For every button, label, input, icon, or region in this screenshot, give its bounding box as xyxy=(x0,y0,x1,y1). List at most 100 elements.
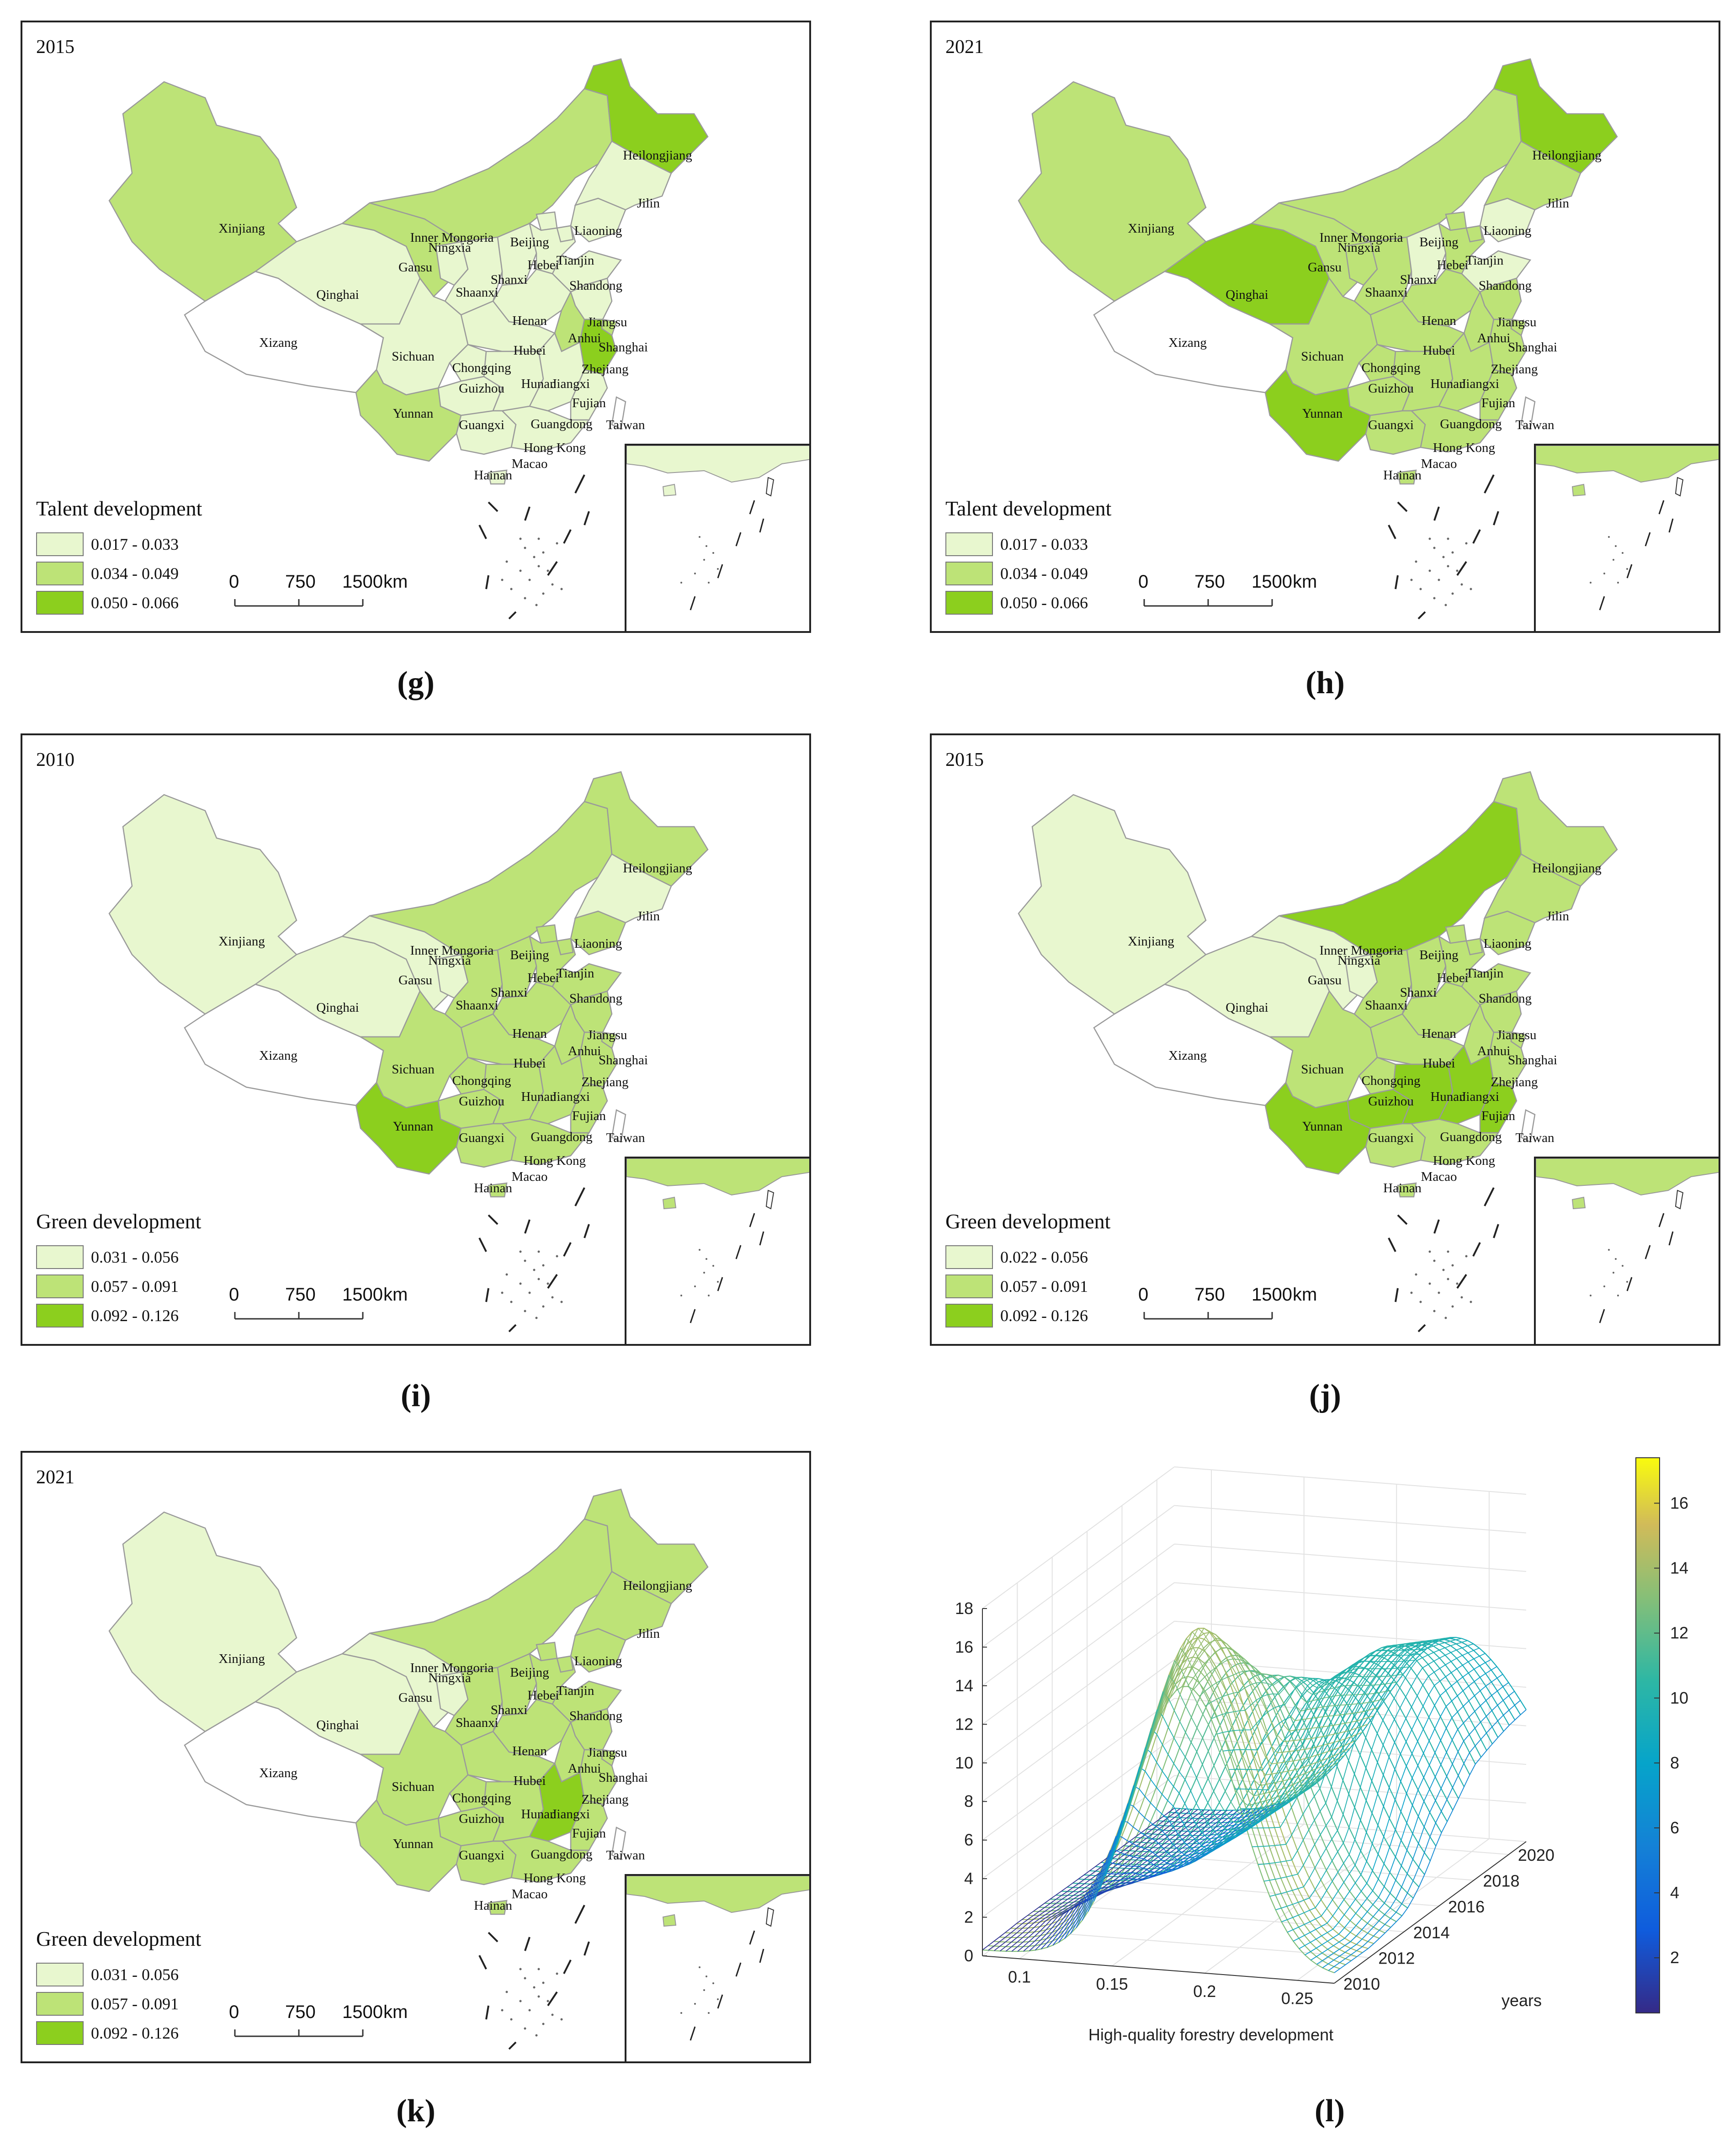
surface-plot-svg: 0 2 4 6 8 10 12 14 16 18 0.1 0.15 0.2 0.25 2010 2012 201… xyxy=(955,1457,1688,2044)
surface-column-line xyxy=(1187,1647,1380,1721)
place-label-inner-mongoria: Inner Mongoria xyxy=(410,230,494,245)
province-taiwan xyxy=(611,1109,626,1143)
island-dot xyxy=(1447,565,1449,568)
place-label-guangxi: Guangxi xyxy=(459,1848,504,1863)
legend-item: 0.034 - 0.049 xyxy=(945,559,1111,588)
place-label-beijing: Beijing xyxy=(510,948,549,962)
island-dot xyxy=(519,1250,522,1253)
place-label-taiwan: Taiwan xyxy=(1516,418,1555,432)
island-dot xyxy=(519,2000,522,2002)
island-dot xyxy=(551,583,554,586)
place-label-gansu: Gansu xyxy=(398,1690,432,1705)
island-dot xyxy=(535,1317,538,1319)
place-label-taiwan: Taiwan xyxy=(606,1848,645,1863)
place-label-inner-mongoria: Inner Mongoria xyxy=(410,943,494,958)
south-china-sea-inset xyxy=(1534,1157,1719,1344)
surface-column-line xyxy=(1322,1691,1515,1968)
province-guangdong xyxy=(501,1836,590,1883)
sea-boundary-dash xyxy=(1388,1237,1396,1252)
legend-title: Talent development xyxy=(945,497,1112,520)
place-label-guangdong: Guangdong xyxy=(531,1130,592,1144)
inset-taiwan xyxy=(1675,477,1684,497)
surface-column-line xyxy=(1223,1660,1415,1752)
island-dot xyxy=(510,2018,513,2021)
island-dot xyxy=(528,2009,531,2012)
place-label-liaoning: Liaoning xyxy=(574,936,622,951)
legend-item: 0.057 - 0.091 xyxy=(36,1272,201,1301)
island-dot xyxy=(501,579,504,581)
scale-tick-label: 1500 xyxy=(342,572,383,592)
province-xinjiang xyxy=(108,794,297,1015)
legend-item: 0.050 - 0.066 xyxy=(36,588,202,617)
place-label-shandong: Shandong xyxy=(569,278,622,293)
island-dot xyxy=(528,1291,531,1294)
surface-column-line xyxy=(1169,1627,1363,1753)
place-label-jiangxi: Jiangxi xyxy=(1461,1089,1499,1104)
surface-column-line xyxy=(1311,1674,1503,1961)
place-label-yunnan: Yunnan xyxy=(393,1837,434,1851)
surface-column-line xyxy=(1140,1660,1333,1806)
island-dot xyxy=(551,1296,554,1299)
place-label-xinjiang: Xinjiang xyxy=(1128,221,1174,236)
scale-tick-label: 750 xyxy=(1194,572,1225,592)
legend-label: 0.022 - 0.056 xyxy=(1000,1248,1088,1266)
sea-boundary-dash xyxy=(1472,1242,1481,1257)
island-dot xyxy=(1419,1301,1422,1303)
legend-item: 0.057 - 0.091 xyxy=(945,1272,1110,1301)
caption-g: (g) xyxy=(397,665,435,701)
place-label-liaoning: Liaoning xyxy=(1484,223,1532,238)
place-label-qinghai: Qinghai xyxy=(316,287,359,302)
china-map: Xinjiang Xizang Qinghai Gansu Inner Mongoria… xyxy=(108,771,709,1333)
place-label-shaanxi: Shaanxi xyxy=(1365,998,1407,1013)
province-heilongjiang xyxy=(1493,771,1618,887)
place-label-zhejiang: Zhejiang xyxy=(581,362,628,377)
province-taiwan xyxy=(611,396,626,430)
surface-column-line xyxy=(1146,1647,1339,1796)
place-label-henan: Henan xyxy=(512,1744,547,1758)
surface-column-line xyxy=(1035,1810,1228,1951)
place-label-hebei: Hebei xyxy=(527,1688,559,1703)
sea-boundary-dash xyxy=(563,529,572,544)
place-label-liaoning: Liaoning xyxy=(574,223,622,238)
place-label-shandong: Shandong xyxy=(1479,278,1532,293)
surface-column-line xyxy=(1011,1809,1204,1952)
place-label-shanxi: Shanxi xyxy=(491,272,528,287)
island-dot xyxy=(1447,1278,1449,1280)
province-heilongjiang xyxy=(1493,58,1618,174)
surface-column-line xyxy=(1175,1631,1368,1742)
colorbar xyxy=(1635,1457,1660,2013)
place-label-guizhou: Guizhou xyxy=(1368,381,1414,396)
legend-label: 0.092 - 0.126 xyxy=(1000,1306,1088,1325)
place-label-shanghai: Shanghai xyxy=(1508,340,1557,355)
island-dot xyxy=(524,1977,526,1980)
surface-column-line xyxy=(1281,1643,1474,1922)
island-dot xyxy=(1460,583,1463,586)
place-label-jiangsu: Jiangsu xyxy=(588,1028,627,1042)
surface-row-line xyxy=(1129,1644,1482,1845)
island-dot xyxy=(1470,588,1472,590)
place-label-jilin: Jilin xyxy=(1546,909,1569,924)
place-label-guangxi: Guangxi xyxy=(1368,1131,1414,1145)
place-label-inner-mongoria: Inner Mongoria xyxy=(1320,943,1403,958)
province-beijing xyxy=(1445,924,1467,944)
place-label-beijing: Beijing xyxy=(510,235,549,250)
legend-label: 0.034 - 0.049 xyxy=(91,564,179,583)
inset-taiwan xyxy=(765,477,775,497)
scale-bar: 0 750 1500 km xyxy=(1138,572,1317,613)
legend-item: 0.092 - 0.126 xyxy=(945,1301,1110,1330)
surface-row-line xyxy=(1106,1660,1459,1861)
place-label-hunan: Hunan xyxy=(521,377,557,391)
island-dot xyxy=(1415,560,1417,563)
surface-column-line xyxy=(1334,1709,1527,1973)
legend-label: 0.017 - 0.033 xyxy=(1000,535,1088,553)
sea-boundary-dash xyxy=(485,2005,489,2020)
scale-bar: 0 750 1500 km xyxy=(1138,1285,1317,1326)
sea-boundary-dash xyxy=(478,1955,487,1970)
map-panel-j: Xinjiang Xizang Qinghai Gansu Inner Mongoria… xyxy=(930,733,1720,1346)
china-map: Xinjiang Xizang Qinghai Gansu Inner Mongoria… xyxy=(108,58,709,620)
island-dot xyxy=(533,1986,536,1989)
place-label-chongqing: Chongqing xyxy=(452,1791,511,1806)
place-label-beijing: Beijing xyxy=(1419,235,1458,250)
sea-boundary-dash xyxy=(1484,1187,1495,1206)
sea-boundary-dash xyxy=(508,2041,517,2050)
